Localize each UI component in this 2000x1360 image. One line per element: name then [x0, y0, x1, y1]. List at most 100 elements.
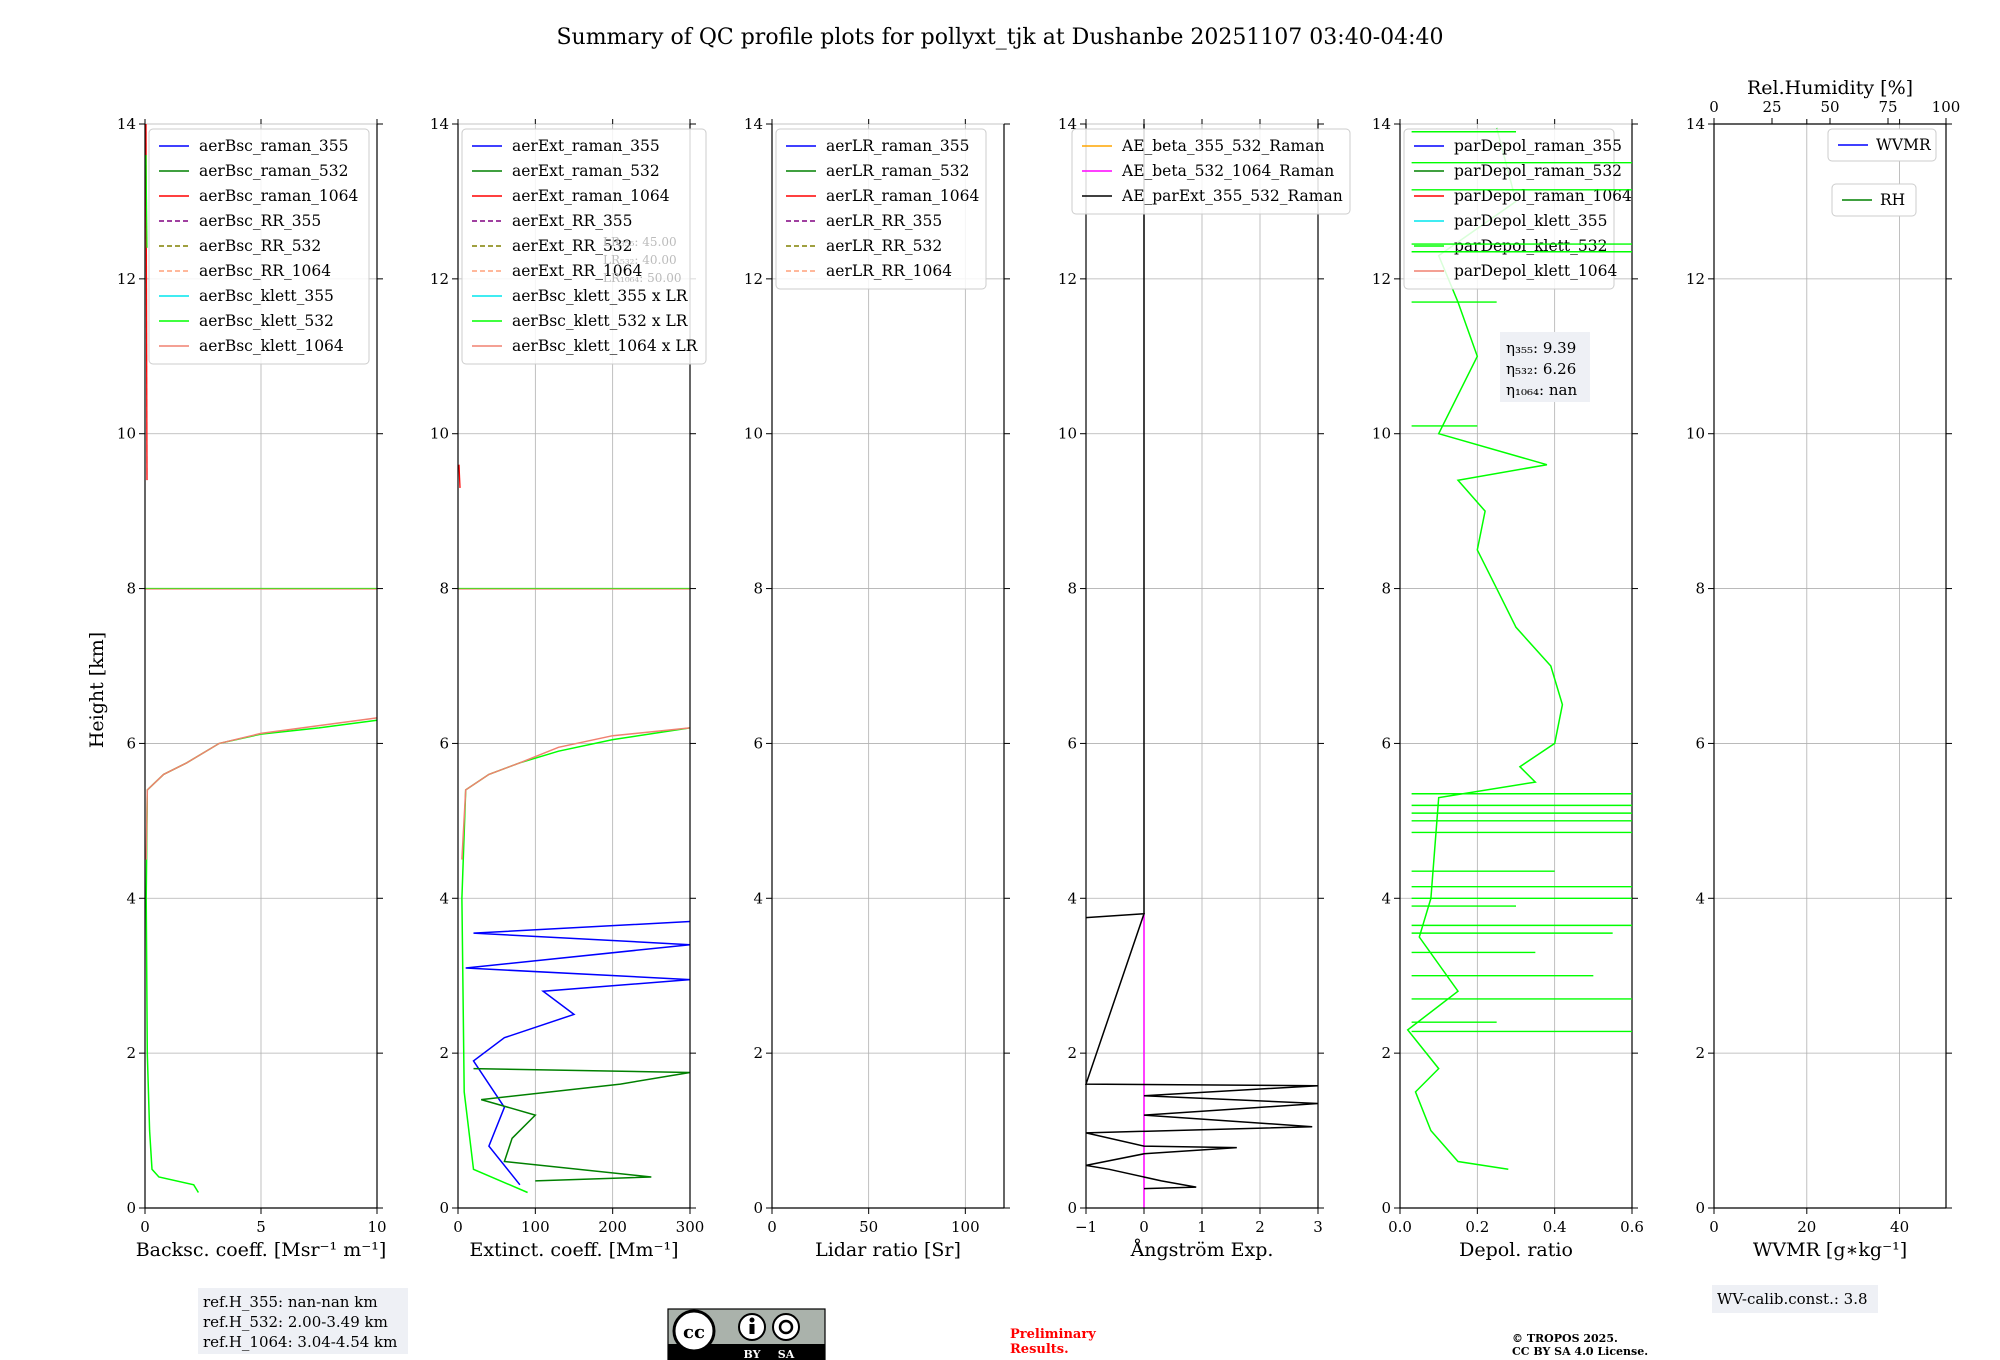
x-tick-label: 0.4: [1543, 1218, 1567, 1236]
panel-bsc: 0 5 10 0 2 4 6 8 10 12 14 Backsc. coeff. [Msr⁻¹ m⁻¹…: [117, 115, 387, 1261]
y-tick-label: 12: [1058, 270, 1077, 288]
y-tick-label: 6: [1695, 734, 1705, 752]
legend-box: [775, 128, 987, 290]
rh-axis-label: Rel.Humidity [%]: [1747, 77, 1913, 99]
y-axis-label: Height [km]: [86, 632, 108, 748]
y-tick-label: 2: [1067, 1044, 1077, 1062]
y-tick-label: 8: [1381, 580, 1391, 598]
legend-ae: AE_beta_355_532_Raman AE_beta_532_1064_Ra…: [1071, 128, 1351, 215]
legend-box: [148, 128, 370, 365]
x-tick-label: 50: [859, 1218, 878, 1236]
y-tick-label: 12: [117, 270, 136, 288]
sa-icon: [772, 1313, 800, 1341]
y-tick-label: 8: [1067, 580, 1077, 598]
cc-license-badge: cc BY SA: [667, 1308, 826, 1360]
y-tick-label: 10: [117, 425, 136, 443]
y-tick-label: 6: [126, 734, 136, 752]
eta-label: η₅₃₂: 6.26: [1506, 360, 1576, 378]
legend-label: aerBsc_raman_355: [199, 137, 349, 155]
series-parDepol_klett_532: [1406, 127, 1564, 1171]
rh-tick-label: 100: [1932, 98, 1961, 116]
legend-label: aerBsc_klett_1064 x LR: [512, 337, 699, 355]
legend-label: RH: [1880, 191, 1905, 209]
series-AE_parExt_355_532_Raman: [1084, 124, 1319, 1190]
y-tick-label: 0: [1381, 1199, 1391, 1217]
cc-badge-strip: [668, 1344, 825, 1360]
ext-raman-1064-trace: [458, 464, 461, 488]
sa-icon-arrow: [778, 1319, 794, 1335]
legend-label: aerLR_raman_532: [826, 162, 969, 180]
x-axis-label: Extinct. coeff. [Mm⁻¹]: [469, 1239, 678, 1261]
legend-label: aerLR_RR_355: [826, 212, 942, 230]
y-tick-label: 14: [117, 115, 136, 133]
by-icon-body: [749, 1324, 755, 1334]
x-axis-label: Depol. ratio: [1459, 1239, 1573, 1261]
legend-rh: RH: [1831, 183, 1917, 217]
x-tick-label: 0: [140, 1218, 150, 1236]
x-axis-label: Ångström Exp.: [1130, 1239, 1274, 1261]
y-tick-label: 2: [1695, 1044, 1705, 1062]
x-tick-label: 20: [1797, 1218, 1816, 1236]
x-tick-label: 0: [453, 1218, 463, 1236]
y-tick-label: 8: [1695, 580, 1705, 598]
lr-note: LR₃₅₅: 45.00: [603, 235, 677, 249]
legend-box: [1831, 183, 1917, 217]
y-tick-label: 2: [1381, 1044, 1391, 1062]
legend-label: parDepol_raman_355: [1454, 137, 1622, 155]
y-tick-label: 12: [744, 270, 763, 288]
legend-ext: aerExt_raman_355 aerExt_raman_532 aerExt_r…: [461, 128, 707, 365]
rh-tick-label: 50: [1820, 98, 1839, 116]
refh-line: ref.H_355: nan-nan km: [203, 1293, 378, 1311]
x-tick-label: 5: [256, 1218, 266, 1236]
y-tick-label: 4: [753, 889, 763, 907]
extras-group: ref.H_355: nan-nan km ref.H_532: 2.00-3.4…: [198, 1285, 1878, 1360]
rh-tick-label: 25: [1762, 98, 1781, 116]
by-label: BY: [744, 1348, 761, 1360]
y-tick-label: 12: [430, 270, 449, 288]
y-tick-label: 2: [439, 1044, 449, 1062]
legend-label: aerBsc_RR_532: [199, 237, 321, 255]
legend-label: aerExt_RR_355: [512, 212, 633, 230]
y-tick-label: 10: [744, 425, 763, 443]
legend-label: parDepol_raman_532: [1454, 162, 1622, 180]
eta-label: η₁₀₆₄: nan: [1506, 381, 1577, 399]
x-tick-label: 3: [1313, 1218, 1323, 1236]
series-aerBsc_klett_1064 x LR: [461, 727, 691, 860]
legend-box: [461, 128, 707, 365]
y-tick-label: 2: [753, 1044, 763, 1062]
lr-note: LR₁₀₆₄: 50.00: [603, 271, 681, 285]
legend-label: aerBsc_raman_532: [199, 162, 349, 180]
legend-label: AE_beta_532_1064_Raman: [1121, 162, 1334, 180]
y-tick-label: 6: [1067, 734, 1077, 752]
y-tick-label: 0: [753, 1199, 763, 1217]
legend-wvmr: WVMR: [1827, 128, 1937, 162]
legend-label: aerExt_RR_532: [512, 237, 633, 255]
rh-tick-label: 0: [1709, 98, 1719, 116]
legend-label: parDepol_klett_532: [1454, 237, 1607, 255]
y-tick-label: 8: [126, 580, 136, 598]
legend-label: aerLR_RR_532: [826, 237, 942, 255]
series-aerExt_raman_355: [465, 920, 691, 1186]
series-aerExt_raman_532: [473, 1067, 691, 1182]
legend-label: parDepol_klett_355: [1454, 212, 1607, 230]
preliminary-text: Results.: [1010, 1342, 1069, 1357]
x-tick-label: 100: [951, 1218, 980, 1236]
y-tick-label: 14: [1372, 115, 1391, 133]
y-tick-label: 0: [126, 1199, 136, 1217]
y-tick-label: 14: [1686, 115, 1705, 133]
series-aerBsc_klett_1064: [145, 717, 378, 860]
wv-calib-bg: [1712, 1285, 1878, 1313]
copyright-text: © TROPOS 2025.: [1512, 1332, 1618, 1345]
x-axis-label: WVMR [g∗kg⁻¹]: [1753, 1239, 1907, 1261]
sa-label: SA: [778, 1348, 795, 1360]
y-tick-label: 4: [1695, 889, 1705, 907]
y-tick-label: 2: [126, 1044, 136, 1062]
refh-bg: [198, 1288, 408, 1354]
wv-calib-box: WV-calib.const.: 3.8: [1712, 1285, 1878, 1313]
y-tick-label: 4: [439, 889, 449, 907]
x-tick-label: 0.2: [1465, 1218, 1489, 1236]
bsc-klett-532-trace-top: [145, 154, 148, 248]
y-tick-label: 0: [439, 1199, 449, 1217]
